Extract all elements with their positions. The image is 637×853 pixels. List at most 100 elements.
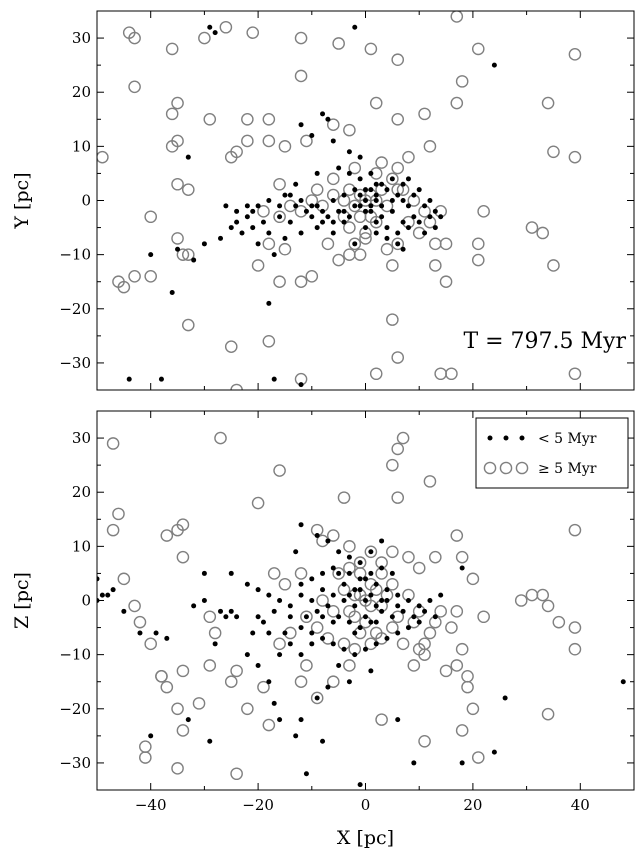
young-star-point [126, 376, 132, 382]
old-star-point [541, 96, 555, 110]
young-star-point [502, 695, 508, 701]
young-star-point [212, 30, 218, 36]
old-star-point [262, 334, 276, 348]
old-star-point [128, 80, 141, 94]
old-star-point [568, 48, 582, 61]
young-star-point [153, 630, 159, 636]
old-star-point [112, 507, 125, 521]
young-star-point [373, 198, 379, 203]
young-star-point [303, 614, 309, 620]
young-star-point [368, 208, 374, 214]
young-star-point [346, 170, 352, 176]
young-star-point [416, 219, 422, 225]
young-star-point [298, 382, 304, 388]
young-star-point [298, 522, 304, 528]
young-star-point [491, 749, 497, 755]
young-star-point [309, 641, 315, 647]
young-star-point [330, 230, 336, 236]
young-star-point [293, 203, 299, 209]
young-star-point [379, 181, 385, 187]
old-star-point [106, 523, 120, 537]
young-star-point [352, 203, 358, 209]
old-star-point [514, 594, 528, 607]
young-star-point [438, 214, 444, 220]
young-star-point [158, 376, 164, 382]
old-star-point [429, 259, 442, 272]
young-star-point [427, 214, 433, 220]
x-tick-label: 0 [361, 796, 371, 814]
old-star-point [176, 550, 190, 564]
y-tick-label: −30 [59, 754, 91, 772]
young-star-point [395, 603, 401, 609]
young-star-point [309, 214, 315, 220]
old-star-point [155, 670, 168, 683]
old-star-point [326, 605, 340, 618]
old-star-point [171, 177, 184, 191]
young-star-point [266, 630, 272, 636]
young-star-point [325, 603, 331, 609]
old-star-point [450, 659, 464, 672]
y-axis-label: Y [pc] [11, 172, 33, 229]
old-star-point [343, 540, 356, 553]
young-star-point [137, 630, 143, 636]
y-tick-label: 10 [72, 537, 91, 555]
young-star-point [164, 635, 170, 641]
young-star-point [373, 603, 379, 609]
old-star-point [477, 610, 490, 624]
old-star-point [471, 237, 485, 251]
young-star-point [287, 192, 293, 198]
young-star-point [244, 203, 250, 209]
old-star-point [273, 464, 286, 477]
young-star-point [357, 560, 363, 566]
legend-marker [499, 461, 513, 475]
old-star-point [396, 637, 410, 651]
y-tick-label: −20 [59, 700, 91, 718]
young-star-point [110, 587, 116, 593]
young-star-point [416, 603, 422, 609]
old-star-point [294, 567, 308, 580]
young-star-point [255, 587, 261, 593]
young-star-point [491, 62, 497, 68]
young-star-point [389, 198, 395, 203]
old-star-point [439, 275, 453, 289]
points-layer [97, 11, 582, 390]
old-star-point [461, 680, 474, 694]
old-star-point [230, 767, 243, 781]
old-star-point [418, 734, 431, 748]
young-star-point [395, 717, 401, 723]
young-star-point [244, 214, 250, 220]
young-star-point [303, 208, 309, 214]
old-star-point [294, 275, 308, 289]
young-star-point [298, 625, 304, 631]
young-star-point [293, 181, 299, 187]
old-star-point [273, 210, 286, 224]
young-star-point [459, 565, 465, 571]
old-star-point [402, 150, 415, 164]
old-star-point [455, 724, 469, 737]
young-star-point [411, 614, 417, 620]
young-star-point [330, 198, 336, 203]
y-axis-label: Z [pc] [11, 572, 33, 629]
young-star-point [325, 214, 331, 220]
old-star-point [391, 112, 405, 126]
young-star-point [368, 203, 374, 209]
young-star-point [218, 235, 224, 241]
old-star-point [203, 659, 217, 672]
old-star-point [224, 150, 238, 164]
young-star-point [620, 679, 626, 685]
old-star-point [165, 140, 179, 153]
y-tick-label: 0 [81, 592, 91, 610]
young-star-point [389, 208, 395, 214]
old-star-point [429, 550, 442, 564]
old-star-point [262, 112, 276, 126]
old-star-point [445, 367, 458, 381]
old-star-point [278, 577, 292, 591]
old-star-point [305, 269, 319, 283]
old-star-point [310, 691, 324, 705]
young-star-point [373, 581, 379, 587]
old-star-point [568, 621, 582, 634]
old-star-point [450, 96, 464, 110]
old-star-point [97, 150, 109, 164]
young-star-point [314, 225, 320, 231]
young-star-point [320, 614, 326, 620]
